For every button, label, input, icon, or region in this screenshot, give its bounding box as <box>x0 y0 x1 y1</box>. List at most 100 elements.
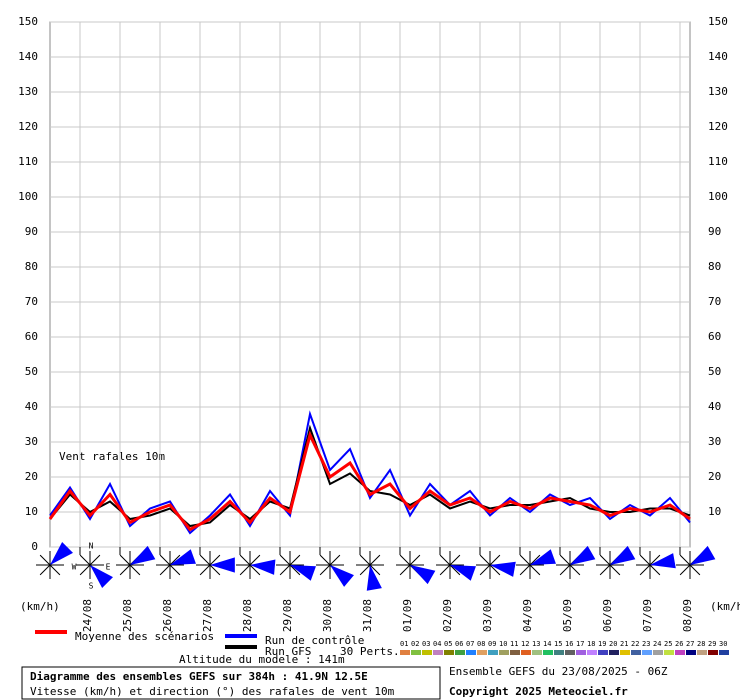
wind-wedge <box>330 565 354 587</box>
y2-tick-label: 10 <box>708 505 721 518</box>
pert-swatch <box>444 650 454 655</box>
pert-swatch <box>543 650 553 655</box>
y-tick-label: 0 <box>31 540 38 553</box>
pert-label: 05 <box>444 640 452 648</box>
wind-wedge <box>210 557 235 573</box>
rose-spoke <box>399 554 411 566</box>
y2-tick-label: 60 <box>708 330 721 343</box>
rose-spoke <box>199 554 211 566</box>
pert-label: 03 <box>422 640 430 648</box>
x-tick-label: 07/09 <box>641 599 654 632</box>
series-line <box>49 410 691 535</box>
rose-spoke <box>159 564 171 576</box>
legend-label: Moyenne des scénarios <box>75 630 214 643</box>
x-tick-label: 06/09 <box>601 599 614 632</box>
pert-label: 13 <box>532 640 540 648</box>
compass-label: N <box>89 542 94 551</box>
compass-label: S <box>89 582 94 591</box>
pert-label: 14 <box>543 640 551 648</box>
rose-spoke <box>209 554 221 566</box>
pert-label: 23 <box>642 640 650 648</box>
compass-label: E <box>106 563 111 572</box>
y2-tick-label: 30 <box>708 435 721 448</box>
pert-swatch <box>499 650 509 655</box>
rose-spoke <box>439 554 451 566</box>
rose-spoke <box>529 564 541 576</box>
annotation: Vent rafales 10m <box>59 450 165 463</box>
rose-spoke <box>559 564 571 576</box>
legend-perts: 30 Perts. <box>340 645 400 658</box>
rose-spoke <box>239 554 251 566</box>
pert-swatch <box>510 650 520 655</box>
pert-swatch <box>598 650 608 655</box>
pert-label: 08 <box>477 640 485 648</box>
compass-label: W <box>72 563 77 572</box>
rose-spoke <box>679 554 691 566</box>
rose-spoke <box>679 564 691 576</box>
pert-swatch <box>642 650 652 655</box>
rose-spoke <box>449 554 461 566</box>
pert-label: 04 <box>433 640 441 648</box>
pert-label: 15 <box>554 640 562 648</box>
pert-swatch <box>620 650 630 655</box>
pert-label: 01 <box>400 640 408 648</box>
wind-wedge <box>290 565 316 581</box>
rose-spoke <box>479 564 491 576</box>
copyright: Copyright 2025 Meteociel.fr <box>449 685 628 698</box>
pert-swatch <box>455 650 465 655</box>
series-line <box>48 430 691 532</box>
pert-swatch <box>477 650 487 655</box>
pert-swatch <box>521 650 531 655</box>
pert-label: 17 <box>576 640 584 648</box>
y2-tick-label: 70 <box>708 295 721 308</box>
y2-tick-label: 130 <box>708 85 728 98</box>
pert-swatch <box>422 650 432 655</box>
rose-spoke <box>399 564 411 576</box>
rose-spoke <box>79 554 91 566</box>
y-tick-label: 60 <box>25 330 38 343</box>
rose-spoke <box>609 564 621 576</box>
rose-spoke <box>369 564 381 576</box>
legend-label: Run GFS <box>265 645 311 658</box>
pert-label: 28 <box>697 640 705 648</box>
y2-tick-label: 100 <box>708 190 728 203</box>
rose-spoke <box>689 564 701 576</box>
wind-wedge <box>90 565 113 588</box>
pert-label: 20 <box>609 640 617 648</box>
pert-swatch <box>664 650 674 655</box>
rose-spoke <box>169 554 181 566</box>
rose-spoke <box>649 564 661 576</box>
wind-wedge <box>650 553 676 569</box>
rose-spoke <box>489 554 501 566</box>
rose-spoke <box>249 554 261 566</box>
x-tick-label: 29/08 <box>281 599 294 632</box>
rose-spoke <box>289 564 301 576</box>
pert-swatch <box>609 650 619 655</box>
pert-label: 02 <box>411 640 419 648</box>
pert-swatch <box>565 650 575 655</box>
x-tick-label: 03/09 <box>481 599 494 632</box>
rose-spoke <box>89 554 101 566</box>
y-tick-label: 10 <box>25 505 38 518</box>
pert-swatch <box>697 650 707 655</box>
rose-spoke <box>599 554 611 566</box>
pert-swatch <box>719 650 729 655</box>
pert-label: 22 <box>631 640 639 648</box>
pert-swatch <box>686 650 696 655</box>
rose-spoke <box>359 564 371 576</box>
y2-unit: (km/h) <box>710 600 740 613</box>
y-tick-label: 50 <box>25 365 38 378</box>
pert-label: 29 <box>708 640 716 648</box>
rose-spoke <box>359 554 371 566</box>
pert-label: 06 <box>455 640 463 648</box>
y-tick-label: 90 <box>25 225 38 238</box>
pert-swatch <box>433 650 443 655</box>
rose-spoke <box>489 564 501 576</box>
pert-label: 27 <box>686 640 694 648</box>
pert-swatch <box>488 650 498 655</box>
pert-label: 21 <box>620 640 628 648</box>
y2-tick-label: 90 <box>708 225 721 238</box>
rose-spoke <box>529 554 541 566</box>
